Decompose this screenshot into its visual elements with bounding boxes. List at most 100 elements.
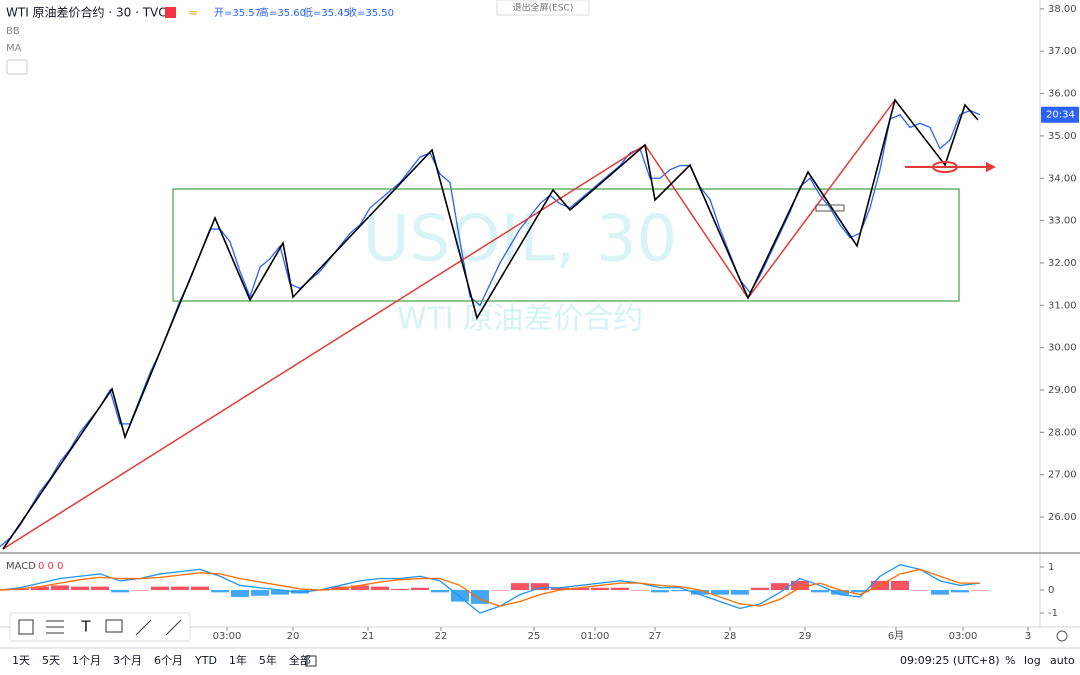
histogram-bar [551,587,569,591]
histogram-bar [591,587,609,591]
histogram-bar [771,583,789,591]
ohlc-open: 开=35.57 [214,8,261,19]
histogram-bar [351,585,369,591]
last-price-label: 20:34 [1046,110,1075,121]
macd-tick-label: 1 [1048,562,1054,573]
price-tick-label: 28.00 [1048,427,1077,438]
drawing-toolbar: T [9,612,191,642]
exit-fullscreen-label: 退出全屏(ESC) [513,2,574,14]
price-tick-label: 33.00 [1048,216,1077,227]
histogram-bar [951,590,969,593]
clock: 09:09:25 (UTC+8) [900,654,1000,667]
range-button[interactable]: 全部 [289,653,311,667]
scale-option[interactable]: % [1005,654,1015,667]
arrow-head [986,162,996,172]
settings-icon[interactable] [1056,630,1068,642]
watermark-name: WTI 原油差价合约 [397,302,643,337]
histogram-bar [231,590,249,597]
histogram-bar [91,586,109,591]
time-tick-label: 22 [435,631,448,642]
symbol: WTI 原油差价合约 · 30 · TVC [6,5,167,20]
drawings [2,98,996,550]
price-tick-label: 27.00 [1048,470,1077,481]
histogram-bar [431,590,449,593]
histogram-bar [891,580,909,591]
tool-ray[interactable] [135,619,152,636]
range-button[interactable]: 5天 [42,654,60,667]
range-button[interactable]: YTD [194,654,217,667]
price-tick-label: 26.00 [1048,512,1077,523]
time-tick-label: 25 [528,631,541,642]
histogram-bar [191,586,209,591]
range-box [172,188,960,302]
histogram-bar [711,590,729,595]
time-tick-label: 27 [649,631,662,642]
tool-text[interactable]: T [80,618,91,636]
date-range-icon[interactable] [305,655,317,667]
price-tick-label: 37.00 [1048,46,1077,57]
histogram-bar [811,590,829,593]
histogram-bar [491,590,509,591]
tool-fib[interactable] [46,620,64,634]
legend: WTI 原油差价合约 · 30 · TVC ≈ 开=35.57 高=35.60 … [6,0,590,75]
time-tick-label: 3 [1025,631,1031,642]
trend-line [2,99,896,550]
histogram-bar [511,583,529,591]
range-button[interactable]: 3个月 [113,654,142,667]
range-button[interactable]: 1天 [12,654,30,667]
histogram-bar [731,590,749,595]
scale-option[interactable]: log [1024,654,1041,667]
histogram-bar [931,590,949,595]
time-tick-label: 03:00 [213,631,242,642]
histogram-bar [211,590,229,593]
price-tick-label: 34.00 [1048,173,1077,184]
time-tick-label: 20 [287,631,300,642]
histogram-bar [151,586,169,591]
histogram-bar [111,590,129,593]
exit-fullscreen[interactable] [496,0,590,16]
histogram-bar [391,588,409,591]
macd-line [0,568,980,607]
price-tick-label: 32.00 [1048,258,1077,269]
range-button[interactable]: 1个月 [72,654,101,667]
collapse-button[interactable] [6,59,28,75]
histogram-bar [71,586,89,591]
histogram-bar [411,587,429,591]
small-box [815,204,845,212]
histogram-bar [671,590,689,592]
tool-rect[interactable] [18,619,34,635]
time-tick-label: 28 [724,631,737,642]
ohlc-close: 收=35.50 [347,6,394,19]
histogram-bar [791,580,809,591]
macd-title: MACD [6,561,36,572]
histogram-bar [631,590,649,591]
range-button[interactable]: 6个月 [154,654,183,667]
histogram-bar [691,590,709,595]
tool-callout[interactable] [105,619,123,633]
price-tick-label: 38.00 [1048,4,1077,15]
icon: ≈ [188,6,198,20]
tool-line[interactable] [165,619,182,636]
ohlc-low: 低=35.45 [303,6,350,19]
zigzag [2,98,979,550]
macd-params: 0 0 0 [38,561,63,572]
range-button[interactable]: 1年 [229,653,247,667]
histogram-bar [851,590,869,593]
scale-option[interactable]: auto [1050,654,1075,667]
histogram-bar [531,583,549,591]
bottom-toolbar: 09:09:25 (UTC+8) 1天 5天 1个月 3个月 6个月 YTD 1年 5年 全部%… [12,630,1075,667]
histogram-bar [271,590,289,595]
time-tick-label: 29 [799,631,812,642]
watermark-ticker: USOIL, 30 [363,203,678,277]
time-tick-label: 6月 [888,630,904,642]
histogram-bar [251,590,269,596]
indicator-ma[interactable]: MA [6,43,22,54]
price-tick-label: 31.00 [1048,300,1077,311]
histogram-bar [831,590,849,595]
range-button[interactable]: 5年 [259,653,277,667]
indicator-bb[interactable]: BB [6,26,20,37]
price-tick-label: 35.00 [1048,131,1077,142]
flag-icon[interactable] [165,7,176,18]
